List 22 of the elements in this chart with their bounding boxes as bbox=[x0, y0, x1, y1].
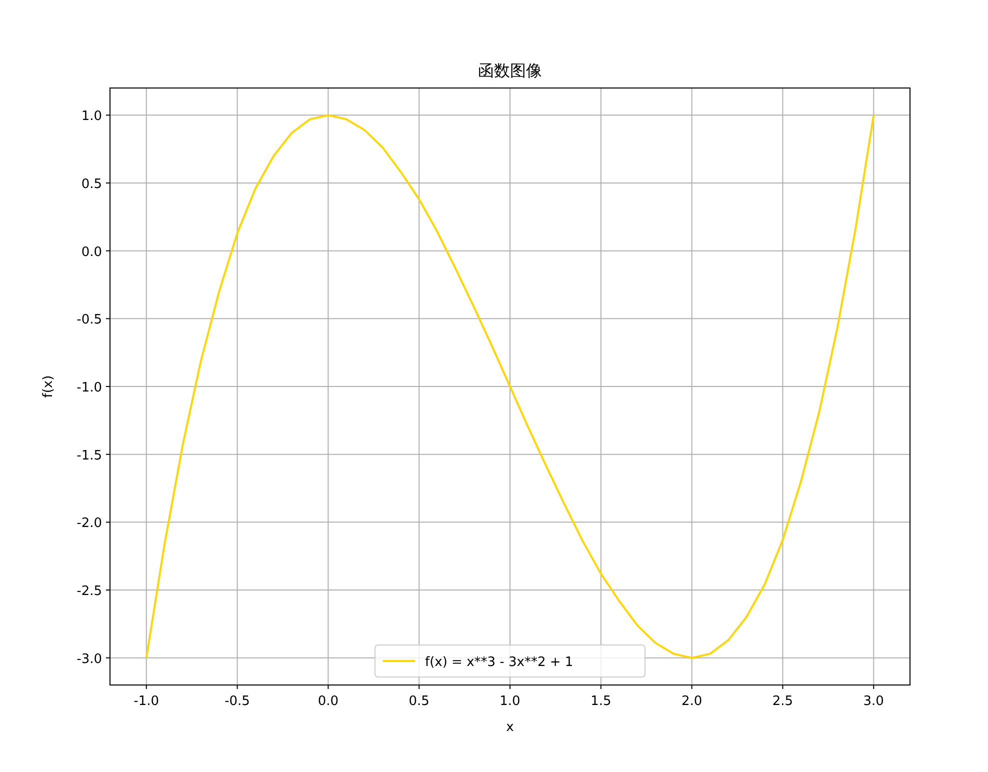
y-tick-label: 0.0 bbox=[81, 244, 102, 260]
x-tick-label: 3.0 bbox=[863, 694, 884, 709]
x-tick-label: 1.5 bbox=[590, 694, 612, 709]
y-tick-label: 0.5 bbox=[81, 176, 102, 192]
x-axis-title: x bbox=[506, 720, 514, 735]
x-tick-label: 0.0 bbox=[318, 694, 339, 709]
y-tick-label: -2.5 bbox=[76, 584, 102, 600]
x-tick-label: 1.0 bbox=[500, 694, 520, 709]
y-tick-label: -0.5 bbox=[76, 312, 102, 328]
y-axis-title: f(x) bbox=[41, 375, 56, 398]
y-tick-label: -1.0 bbox=[76, 380, 102, 396]
chart-title: 函数图像 bbox=[478, 61, 542, 80]
x-tick-label: -1.0 bbox=[134, 694, 160, 709]
y-tick-label: -1.5 bbox=[76, 448, 102, 464]
y-tick-label: -3.0 bbox=[76, 652, 102, 667]
y-tick-label: 1.0 bbox=[81, 109, 102, 124]
y-tick-label: -2.0 bbox=[76, 516, 102, 532]
x-tick-label: 0.5 bbox=[408, 694, 430, 709]
x-tick-label: 2.5 bbox=[772, 694, 794, 709]
x-tick-label: -0.5 bbox=[224, 694, 250, 709]
x-tick-label: 2.0 bbox=[681, 694, 702, 709]
legend-label: f(x) = x**3 - 3x**2 + 1 bbox=[425, 655, 574, 670]
